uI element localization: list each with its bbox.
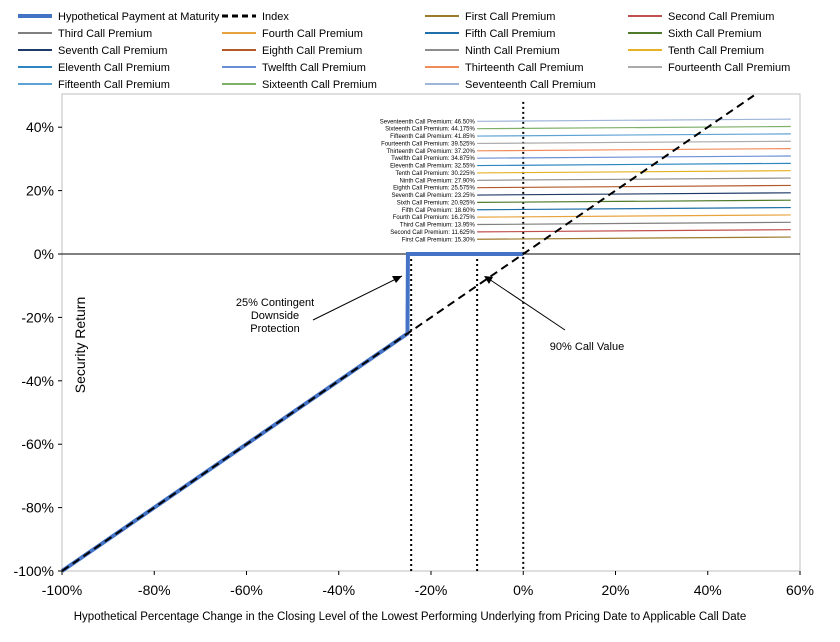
call-premium-label: Ninth Call Premium: 27.90% [399, 178, 475, 184]
legend-label: Third Call Premium [58, 28, 152, 40]
legend-label: Twelfth Call Premium [262, 62, 366, 74]
annotation-arrow [485, 276, 566, 331]
legend-label: Fourteenth Call Premium [668, 62, 790, 74]
annotation-call-value: 90% Call Value [550, 341, 624, 353]
x-tick-label: 40% [694, 582, 722, 598]
x-tick-label: -100% [42, 582, 82, 598]
x-tick-label: 60% [786, 582, 814, 598]
legend: Hypothetical Payment at Maturity Index Fir… [18, 11, 790, 91]
call-premium-label: Seventh Call Premium: 23.25% [391, 193, 475, 199]
call-premium-line [477, 118, 791, 122]
x-tick-label: 0% [513, 582, 533, 598]
y-tick-label: -40% [21, 373, 54, 389]
x-tick-label: -40% [322, 582, 355, 598]
call-premium-line [477, 155, 791, 159]
call-premium-label: Fourteenth Call Premium: 39.525% [381, 141, 475, 147]
legend-label: Fifth Call Premium [465, 28, 555, 40]
call-premium-label: Thirteenth Call Premium: 37.20% [386, 149, 475, 155]
call-premium-line [477, 125, 791, 130]
call-premium-line [477, 147, 791, 152]
call-premium-line [477, 236, 791, 240]
legend-label: Ninth Call Premium [465, 45, 560, 57]
legend-label: Second Call Premium [668, 11, 774, 23]
call-premium-line [477, 199, 791, 204]
annotation-arrow [312, 275, 403, 321]
call-premium-line [477, 177, 791, 181]
call-premium-line [477, 214, 791, 218]
annotation-arrowhead [392, 276, 402, 283]
x-tick-label: -80% [138, 582, 171, 598]
y-tick-label: -60% [21, 436, 54, 452]
call-premium-label: Twelfth Call Premium: 34.875% [391, 156, 475, 162]
y-tick-label: -80% [21, 500, 54, 516]
y-tick-label: -20% [21, 309, 54, 325]
call-premium-label: Eighth Call Premium: 25.575% [393, 186, 475, 192]
call-premium-line [477, 170, 791, 174]
y-tick-label: 40% [26, 119, 54, 135]
call-premium-label: Fifteenth Call Premium: 41.85% [390, 134, 475, 140]
call-premium-label: Sixth Call Premium: 20.925% [397, 200, 476, 206]
x-axis-title: Hypothetical Percentage Change in the Cl… [74, 611, 746, 623]
call-premium-line [477, 192, 791, 196]
legend-label: Seventh Call Premium [58, 45, 167, 57]
call-premium-line [477, 206, 791, 211]
call-premium-line [477, 162, 791, 167]
call-premium-label: Eleventh Call Premium: 32.55% [390, 164, 475, 170]
call-premium-label: Fourth Call Premium: 16.275% [393, 215, 476, 221]
legend-label: Sixth Call Premium [668, 28, 762, 40]
call-premium-label: Seventeenth Call Premium: 46.50% [380, 119, 476, 125]
legend-label: First Call Premium [465, 11, 555, 23]
call-premium-label: Fifth Call Premium: 18.60% [402, 208, 476, 214]
axes: -100% -80% -60% -40% -20% 0% 20% 40% -100% -80% -6… [14, 93, 814, 623]
y-tick-label: 20% [26, 183, 54, 199]
x-tick-label: 20% [601, 582, 629, 598]
legend-label: Hypothetical Payment at Maturity [58, 11, 220, 23]
call-premium-label: Sixteenth Call Premium: 44.175% [385, 127, 475, 133]
legend-label: Index [262, 11, 289, 23]
annotation-arrowhead [484, 276, 493, 284]
annotation-contingent-protection: Downside [251, 310, 299, 322]
plot-area: First Call Premium: 15.30%Second Call Pr… [60, 94, 791, 573]
annotation-contingent-protection: 25% Contingent [236, 297, 314, 309]
call-premium-line [477, 221, 791, 226]
call-premium-label: Third Call Premium: 13.95% [400, 223, 476, 229]
legend-label: Fifteenth Call Premium [58, 79, 170, 91]
call-premium-label: Tenth Call Premium: 30.225% [395, 171, 475, 177]
legend-label: Thirteenth Call Premium [465, 62, 584, 74]
y-tick-label: 0% [34, 246, 54, 262]
index-line [61, 94, 755, 572]
annotation-contingent-protection: Protection [250, 323, 300, 335]
call-premium-label: Second Call Premium: 11.625% [390, 230, 475, 236]
call-premium-line [477, 184, 791, 189]
legend-label: Seventeenth Call Premium [465, 79, 596, 91]
x-tick-label: -20% [415, 582, 448, 598]
x-tick-label: -60% [230, 582, 263, 598]
call-premium-line [477, 229, 791, 233]
legend-label: Sixteenth Call Premium [262, 79, 377, 91]
call-premium-label: First Call Premium: 15.30% [402, 237, 476, 243]
legend-label: Eighth Call Premium [262, 45, 362, 57]
legend-label: Fourth Call Premium [262, 28, 363, 40]
legend-label: Eleventh Call Premium [58, 62, 170, 74]
y-tick-label: -100% [14, 563, 54, 579]
call-premium-line [477, 140, 791, 145]
legend-label: Tenth Call Premium [668, 45, 764, 57]
call-premium-line [477, 133, 791, 137]
y-axis-title: Security Return [72, 297, 88, 393]
